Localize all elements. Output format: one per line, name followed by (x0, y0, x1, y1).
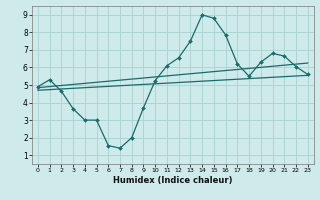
X-axis label: Humidex (Indice chaleur): Humidex (Indice chaleur) (113, 176, 233, 185)
